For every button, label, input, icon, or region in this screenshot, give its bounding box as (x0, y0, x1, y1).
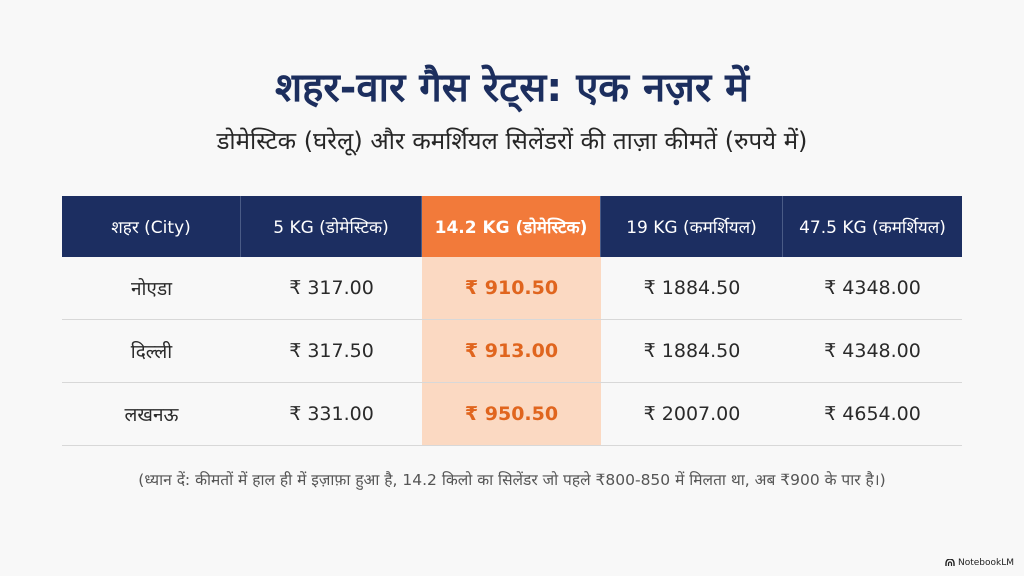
price-cell-highlight: ₹ 913.00 (422, 320, 601, 382)
price-cell: ₹ 1884.50 (643, 277, 741, 299)
gas-rates-table: शहर (City) 5 KG (डोमेस्टिक) 14.2 KG (डोम… (62, 196, 962, 446)
city-cell: लखनऊ (124, 404, 179, 426)
city-cell: नोएडा (130, 278, 173, 300)
table-row: लखनऊ ₹ 331.00 ₹ 950.50 ₹ 2007.00 ₹ 4654.… (62, 383, 962, 446)
table-row: नोएडा ₹ 317.00 ₹ 910.50 ₹ 1884.50 ₹ 4348… (62, 257, 962, 320)
notebooklm-logo-icon (945, 559, 955, 566)
price-cell-highlight: ₹ 910.50 (422, 257, 601, 319)
price-cell: ₹ 4348.00 (824, 277, 921, 299)
table-header-row: शहर (City) 5 KG (डोमेस्टिक) 14.2 KG (डोम… (62, 196, 962, 257)
header-city: शहर (City) (62, 196, 241, 257)
header-47kg: 47.5 KG (कमर्शियल) (799, 218, 946, 238)
page-title: शहर-वार गैस रेट्स: एक नज़र में (274, 65, 750, 111)
header-19kg: 19 KG (कमर्शियल) (601, 196, 783, 257)
city-cell: दिल्ली (130, 341, 173, 363)
table-row: दिल्ली ₹ 317.50 ₹ 913.00 ₹ 1884.50 ₹ 434… (62, 320, 962, 383)
price-cell: ₹ 4654.00 (824, 403, 921, 425)
brand-watermark: NotebookLM (945, 558, 1014, 568)
brand-label: NotebookLM (957, 558, 1014, 568)
header-5kg: 5 KG (डोमेस्टिक) (241, 196, 422, 257)
price-cell: ₹ 1884.50 (643, 340, 741, 362)
price-cell-highlight: ₹ 950.50 (422, 383, 601, 445)
price-cell: ₹ 317.50 (289, 340, 374, 362)
price-cell: ₹ 331.00 (289, 403, 374, 425)
price-cell: ₹ 4348.00 (824, 340, 921, 362)
header-14kg: 14.2 KG (डोमेस्टिक) (422, 196, 601, 257)
price-cell: ₹ 2007.00 (643, 403, 741, 425)
price-cell: ₹ 317.00 (289, 277, 374, 299)
page-subtitle: डोमेस्टिक (घरेलू) और कमर्शियल सिलेंडरों … (216, 127, 808, 155)
footnote: (ध्यान दें: कीमतों में हाल ही में इज़ाफ़… (138, 471, 886, 489)
